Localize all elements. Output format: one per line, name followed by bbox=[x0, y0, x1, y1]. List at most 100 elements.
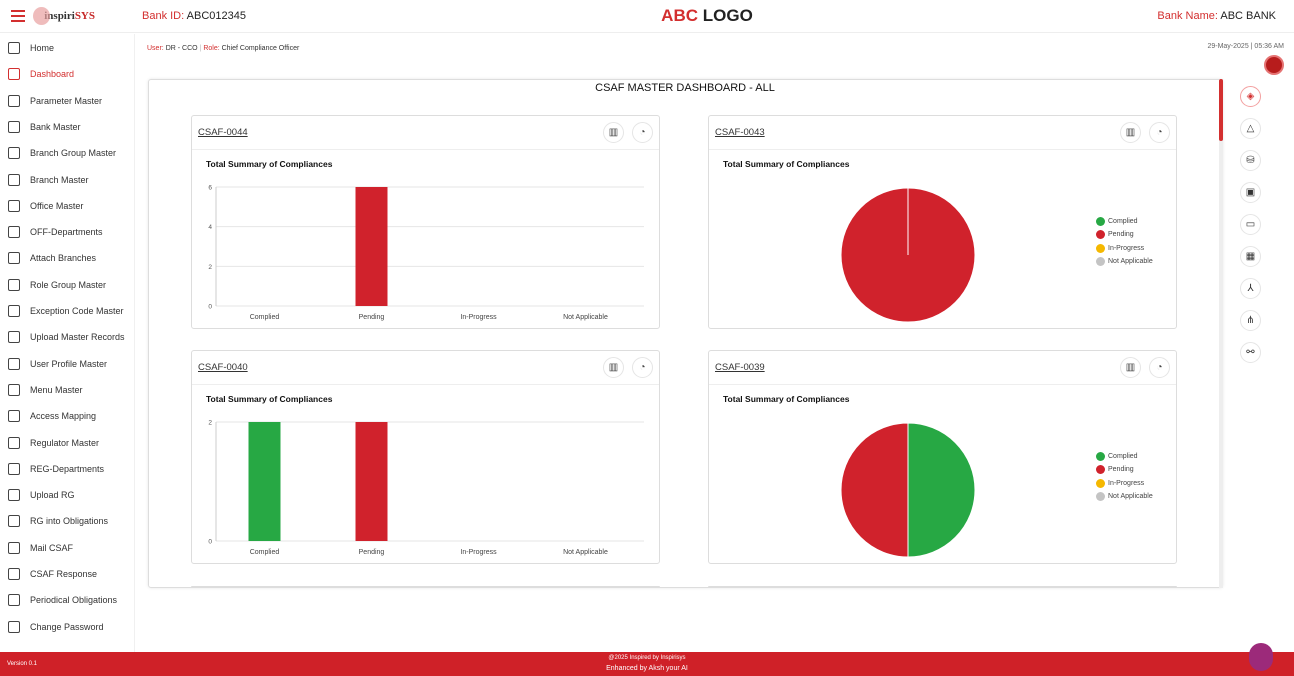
right-toolbar: ◈ △ ⛁ ▣ ▭ ▦ ⅄ ⋔ ⚯ bbox=[1240, 86, 1262, 374]
bar-complied bbox=[248, 422, 281, 541]
x-tick-label: Pending bbox=[359, 314, 385, 321]
bar-chart-icon[interactable]: ▥ bbox=[1120, 357, 1141, 378]
enhanced-by: Enhanced by Aksh your AI bbox=[606, 665, 688, 672]
user-avatar[interactable] bbox=[1264, 55, 1284, 75]
sidebar-item-attach-branches[interactable]: Attach Branches bbox=[0, 247, 134, 269]
sidebar-item-dashboard[interactable]: Dashboard bbox=[0, 63, 134, 85]
sidebar-item-user-profile-master[interactable]: User Profile Master bbox=[0, 353, 134, 375]
chart-card: CSAF-0039 ▥ ◔ Total Summary of Compliances C… bbox=[708, 350, 1177, 564]
x-tick-label: Not Applicable bbox=[563, 314, 608, 321]
menu-item-icon bbox=[8, 226, 20, 239]
sidebar-item-access-mapping[interactable]: Access Mapping bbox=[0, 405, 134, 427]
sidebar-item-menu-master[interactable]: Menu Master bbox=[0, 379, 134, 401]
sidebar-item-label: Parameter Master bbox=[30, 95, 103, 106]
bar-chart-icon[interactable]: ▥ bbox=[1120, 122, 1141, 143]
legend-label: Pending bbox=[1108, 231, 1134, 239]
menu-item-icon bbox=[8, 147, 20, 160]
sidebar-item-change-password[interactable]: Change Password bbox=[0, 616, 134, 638]
csaf-link[interactable]: CSAF-0039 bbox=[715, 362, 765, 373]
legend-label: In-Progress bbox=[1108, 244, 1145, 252]
scrollbar[interactable] bbox=[1219, 79, 1223, 588]
pie-chart-icon[interactable]: ◔ bbox=[1149, 122, 1170, 143]
top-header: inspiriSYS Bank ID: ABC012345 ABC LOGO B… bbox=[0, 0, 1294, 33]
menu-icon[interactable] bbox=[11, 10, 25, 22]
legend-item[interactable]: Pending bbox=[1096, 228, 1153, 241]
sidebar-item-label: Dashboard bbox=[30, 69, 75, 80]
x-tick-label: In-Progress bbox=[460, 549, 497, 556]
sidebar-item-label: Home bbox=[30, 43, 55, 53]
legend-item[interactable]: Complied bbox=[1096, 215, 1153, 228]
sidebar-item-exception-code-master[interactable]: Exception Code Master bbox=[0, 300, 134, 322]
cc-icon[interactable]: ▭ bbox=[1240, 214, 1261, 235]
sidebar-item-label: User Profile Master bbox=[30, 358, 108, 369]
hierarchy-icon[interactable]: ⅄ bbox=[1240, 278, 1261, 299]
sidebar-item-upload-master-records[interactable]: Upload Master Records bbox=[0, 326, 134, 348]
network-icon[interactable]: ⋔ bbox=[1240, 310, 1261, 331]
legend-item[interactable]: In-Progress bbox=[1096, 477, 1153, 490]
sidebar-item-bank-master[interactable]: Bank Master bbox=[0, 116, 134, 138]
database-icon[interactable]: ⛁ bbox=[1240, 150, 1261, 171]
share-nodes-icon[interactable]: ⚯ bbox=[1240, 342, 1261, 363]
menu-item-icon bbox=[8, 68, 20, 81]
x-tick-label: Pending bbox=[359, 549, 385, 556]
chart-legend: Complied Pending In-Progress Not Applicable bbox=[1096, 450, 1153, 503]
menu-item-icon bbox=[8, 331, 20, 344]
legend-item[interactable]: In-Progress bbox=[1096, 242, 1153, 255]
pie-chart-icon[interactable]: ◔ bbox=[632, 122, 653, 143]
sidebar-item-mail-csaf[interactable]: Mail CSAF bbox=[0, 537, 134, 559]
x-tick-label: In-Progress bbox=[460, 314, 497, 321]
pie-chart-icon[interactable]: ◔ bbox=[632, 357, 653, 378]
chart-card: CSAF-0044 ▥ ◔ Total Summary of Compliances 0… bbox=[191, 115, 660, 329]
chart-subtitle: Total Summary of Compliances bbox=[723, 394, 850, 404]
chart-card bbox=[191, 586, 660, 588]
chart: 0 2 4 6 Complied Pending In-Progress Not Applic… bbox=[208, 185, 644, 321]
ai-assistant-button[interactable] bbox=[1249, 643, 1273, 671]
sidebar-item-home[interactable]: Home bbox=[0, 37, 134, 59]
legend-item[interactable]: Pending bbox=[1096, 463, 1153, 476]
sidebar-item-label: Exception Code Master bbox=[30, 306, 124, 316]
chart-card: CSAF-0043 ▥ ◔ Total Summary of Compliances C… bbox=[708, 115, 1177, 329]
csaf-link[interactable]: CSAF-0044 bbox=[198, 127, 248, 138]
sidebar-item-regulator-master[interactable]: Regulator Master bbox=[0, 432, 134, 454]
legend-swatch bbox=[1096, 217, 1105, 227]
sidebar-item-csaf-response[interactable]: CSAF Response bbox=[0, 563, 134, 585]
calendar-icon[interactable]: ▦ bbox=[1240, 246, 1261, 267]
calendar-add-icon[interactable]: ▣ bbox=[1240, 182, 1261, 203]
bar-chart-icon[interactable]: ▥ bbox=[603, 122, 624, 143]
bar-pending bbox=[355, 422, 388, 541]
sidebar-item-branch-group-master[interactable]: Branch Group Master bbox=[0, 142, 134, 164]
version: Version 0.1 bbox=[7, 661, 38, 667]
bar-pending bbox=[355, 187, 388, 306]
sidebar-item-office-master[interactable]: Office Master bbox=[0, 195, 134, 217]
chart-subtitle: Total Summary of Compliances bbox=[206, 394, 333, 404]
csaf-link[interactable]: CSAF-0043 bbox=[715, 127, 765, 138]
y-tick-label: 0 bbox=[208, 539, 212, 546]
legend-item[interactable]: Not Applicable bbox=[1096, 490, 1153, 503]
bar-chart-icon[interactable]: ▥ bbox=[603, 357, 624, 378]
sidebar-item-off-departments[interactable]: OFF-Departments bbox=[0, 221, 134, 243]
legend-swatch bbox=[1096, 257, 1105, 267]
sidebar-item-rg-into-obligations[interactable]: RG into Obligations bbox=[0, 510, 134, 532]
sidebar-item-label: Upload Master Records bbox=[30, 332, 125, 343]
sidebar-item-label: Role Group Master bbox=[30, 279, 107, 290]
brand-logo: inspiriSYS bbox=[33, 6, 95, 26]
csaf-link[interactable]: CSAF-0040 bbox=[198, 362, 248, 373]
legend-item[interactable]: Not Applicable bbox=[1096, 255, 1153, 268]
sidebar-item-role-group-master[interactable]: Role Group Master bbox=[0, 274, 134, 296]
sidebar-item-branch-master[interactable]: Branch Master bbox=[0, 169, 134, 191]
sidebar-item-label: OFF-Departments bbox=[30, 227, 103, 238]
y-tick-label: 2 bbox=[208, 264, 212, 271]
sidebar-item-label: Mail CSAF bbox=[30, 542, 74, 553]
shape-add-icon[interactable]: △ bbox=[1240, 118, 1261, 139]
menu-item-icon bbox=[8, 278, 20, 291]
x-tick-label: Complied bbox=[250, 549, 280, 556]
sidebar-item-reg-departments[interactable]: REG-Departments bbox=[0, 458, 134, 480]
legend-item[interactable]: Complied bbox=[1096, 450, 1153, 463]
sidebar-item-upload-rg[interactable]: Upload RG bbox=[0, 484, 134, 506]
legend-swatch bbox=[1096, 230, 1105, 240]
sidebar-item-parameter-master[interactable]: Parameter Master bbox=[0, 90, 134, 112]
dashboard-cube-icon[interactable]: ◈ bbox=[1240, 86, 1261, 107]
pie-chart-icon[interactable]: ◔ bbox=[1149, 357, 1170, 378]
sidebar-item-periodical-obligations[interactable]: Periodical Obligations bbox=[0, 589, 134, 611]
menu-item-icon bbox=[8, 94, 20, 107]
